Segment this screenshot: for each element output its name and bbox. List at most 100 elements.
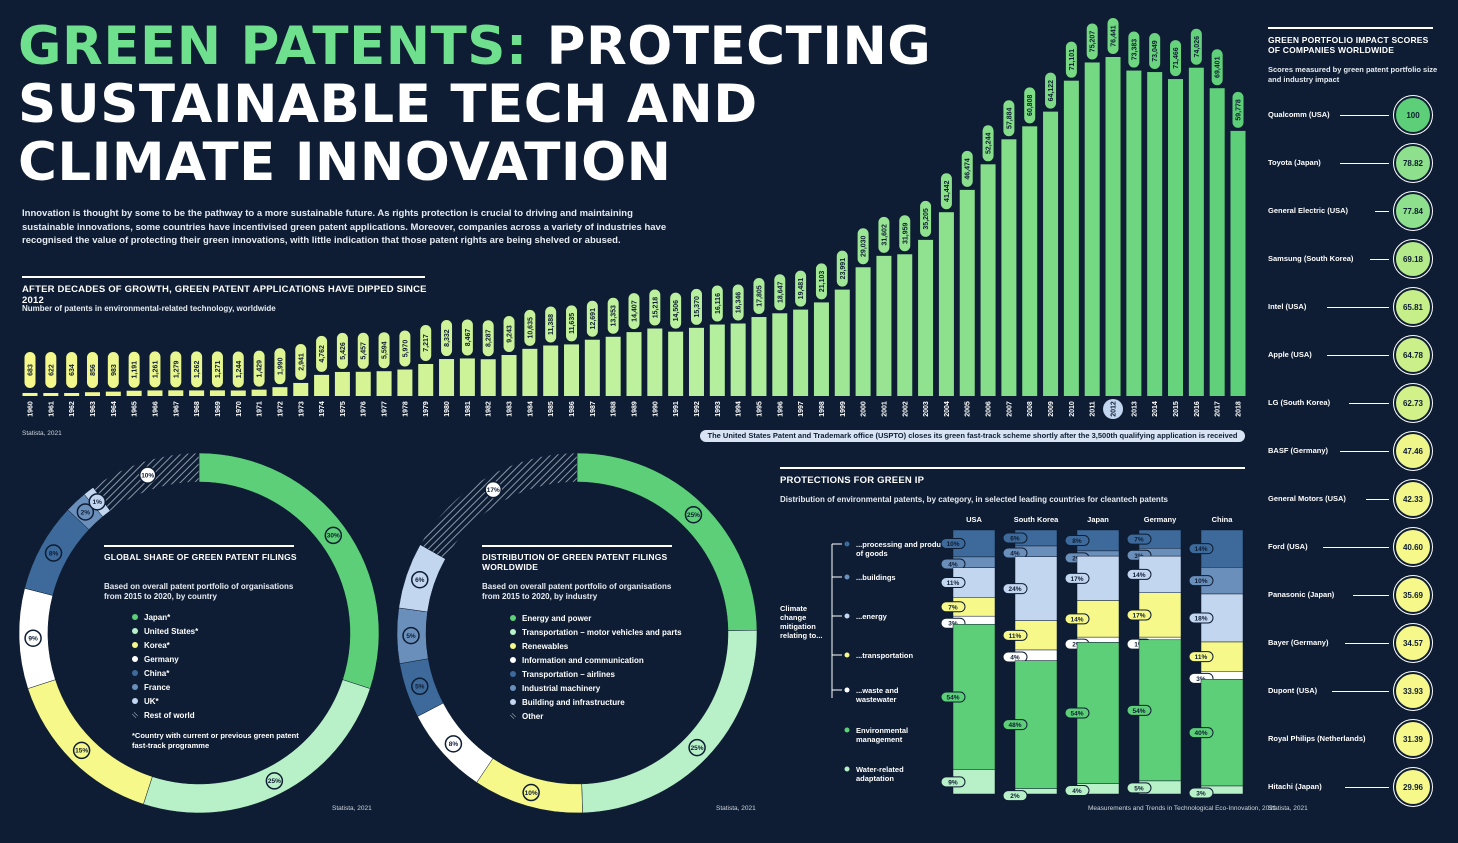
year-label: 1986 [569, 401, 576, 417]
year-label: 1977 [382, 401, 389, 417]
bar-value-pill [420, 324, 432, 361]
category-label: Water-related [856, 765, 904, 774]
timeline-chart: 683 1960 622 1961 634 1962 856 1963 983 1964 1,191… [22, 18, 1246, 419]
legend-label: United States* [144, 626, 199, 636]
timeline-bar [84, 392, 100, 396]
score-circle: 42.33 [1393, 479, 1433, 519]
protections-rule [780, 467, 1245, 469]
category-dot [844, 766, 850, 772]
bar-value-pill [607, 297, 619, 334]
score-circle: 40.60 [1393, 527, 1433, 567]
company-row: Royal Philips (Netherlands) 31.39 [1268, 719, 1433, 763]
segment-label-pill [1064, 534, 1090, 546]
timeline-bar [105, 391, 121, 396]
score-circle: 77.84 [1393, 191, 1433, 231]
year-label: 1961 [48, 401, 55, 417]
score-value: 42.33 [1396, 482, 1430, 516]
year-label: 2003 [923, 401, 930, 417]
donut1-source: Statista, 2021 [332, 805, 372, 812]
timeline-bar [1147, 72, 1163, 396]
bar-value-label: 59,778 [1236, 99, 1243, 121]
bar-value-label: 19,481 [798, 278, 805, 300]
timeline-bar [439, 359, 455, 396]
bar-value-pill [690, 288, 702, 325]
segment-label: 2% [1010, 793, 1020, 800]
donut-slice [419, 452, 578, 560]
score-circle: 29.96 [1393, 767, 1433, 807]
slice-label-circle [88, 493, 107, 511]
legend-swatch [510, 671, 516, 677]
year-label: 1970 [236, 401, 243, 417]
segment-label-pill [940, 691, 966, 703]
bar-value-label: 1,191 [132, 361, 139, 379]
year-label: 1995 [756, 401, 763, 417]
intro-text: Innovation is thought by some to be the … [22, 208, 667, 246]
country-label: Germany [1144, 515, 1177, 524]
legend-swatch [132, 670, 138, 676]
segment-label: 4% [1010, 655, 1020, 662]
bar-value-pill [191, 351, 203, 388]
page-title: GREEN PATENTS: PROTECTING SUSTAINABLE TE… [18, 18, 978, 192]
year-label: 1990 [652, 401, 659, 417]
segment-label-pill [1188, 612, 1214, 624]
timeline-bar [168, 390, 184, 396]
bar-value-label: 46,474 [965, 158, 972, 180]
segment-label: 8% [1072, 538, 1082, 545]
legend-swatch [510, 699, 516, 705]
segment-label-pill [1002, 790, 1028, 802]
bar-value-label: 13,353 [611, 305, 618, 327]
timeline-bar [209, 390, 225, 396]
score-value: 100 [1396, 98, 1430, 132]
slice-label-circle [411, 570, 429, 589]
year-label: 2015 [1173, 401, 1180, 417]
bar-value-label: 856 [90, 364, 97, 376]
company-connector [1353, 595, 1389, 596]
year-label: 1979 [423, 401, 430, 417]
score-value: 65.81 [1396, 290, 1430, 324]
bar-value-pill [1128, 31, 1140, 68]
bar-value-pill [1190, 28, 1202, 65]
segment-label-pill [1188, 787, 1214, 799]
legend-swatch [510, 685, 516, 691]
timeline-bar [22, 392, 38, 396]
score-circle: 31.39 [1393, 719, 1433, 759]
legend-label: Other [522, 711, 544, 721]
bar-value-pill [107, 352, 119, 388]
legend-item: Renewables [510, 639, 710, 653]
legend-swatch [132, 684, 138, 690]
legend-label: France [144, 682, 171, 692]
company-name: Royal Philips (Netherlands) [1268, 734, 1366, 743]
bar-value-label: 622 [48, 364, 55, 376]
company-row: LG (South Korea) 62.73 [1268, 383, 1433, 427]
legend-swatch [132, 656, 138, 662]
segment-label-pill [1126, 568, 1152, 580]
bar-value-label: 1,262 [194, 361, 201, 379]
company-connector [1374, 211, 1389, 212]
legend-label: Industrial machinery [522, 683, 601, 693]
category-dot [844, 687, 850, 693]
category-dot [844, 613, 850, 619]
bar-value-label: 52,244 [986, 133, 993, 155]
score-circle: 34.57 [1393, 623, 1433, 663]
segment-label-pill [1064, 613, 1090, 625]
slice-label-circle [72, 741, 91, 760]
segment-label: 7% [1134, 537, 1144, 544]
company-row: General Motors (USA) 42.33 [1268, 479, 1433, 523]
segment-label: 10% [946, 541, 959, 548]
timeline-bar [688, 327, 704, 396]
company-row: Apple (USA) 64.78 [1268, 335, 1433, 379]
timeline-source: Statista, 2021 [22, 430, 62, 437]
slice-label: 30% [327, 533, 340, 540]
bar-value-label: 74,026 [1194, 36, 1201, 58]
timeline-bar [834, 289, 850, 396]
company-name: BASF (Germany) [1268, 446, 1329, 455]
timeline-bar [626, 332, 642, 396]
score-circle: 47.46 [1393, 431, 1433, 471]
company-connector [1331, 691, 1389, 692]
donut2-source: Statista, 2021 [716, 805, 756, 812]
bar-value-label: 5,457 [361, 342, 368, 360]
company-connector [1327, 355, 1389, 356]
score-circle: 33.93 [1393, 671, 1433, 711]
country-label: China [1212, 515, 1234, 524]
timeline-bar [64, 393, 80, 396]
